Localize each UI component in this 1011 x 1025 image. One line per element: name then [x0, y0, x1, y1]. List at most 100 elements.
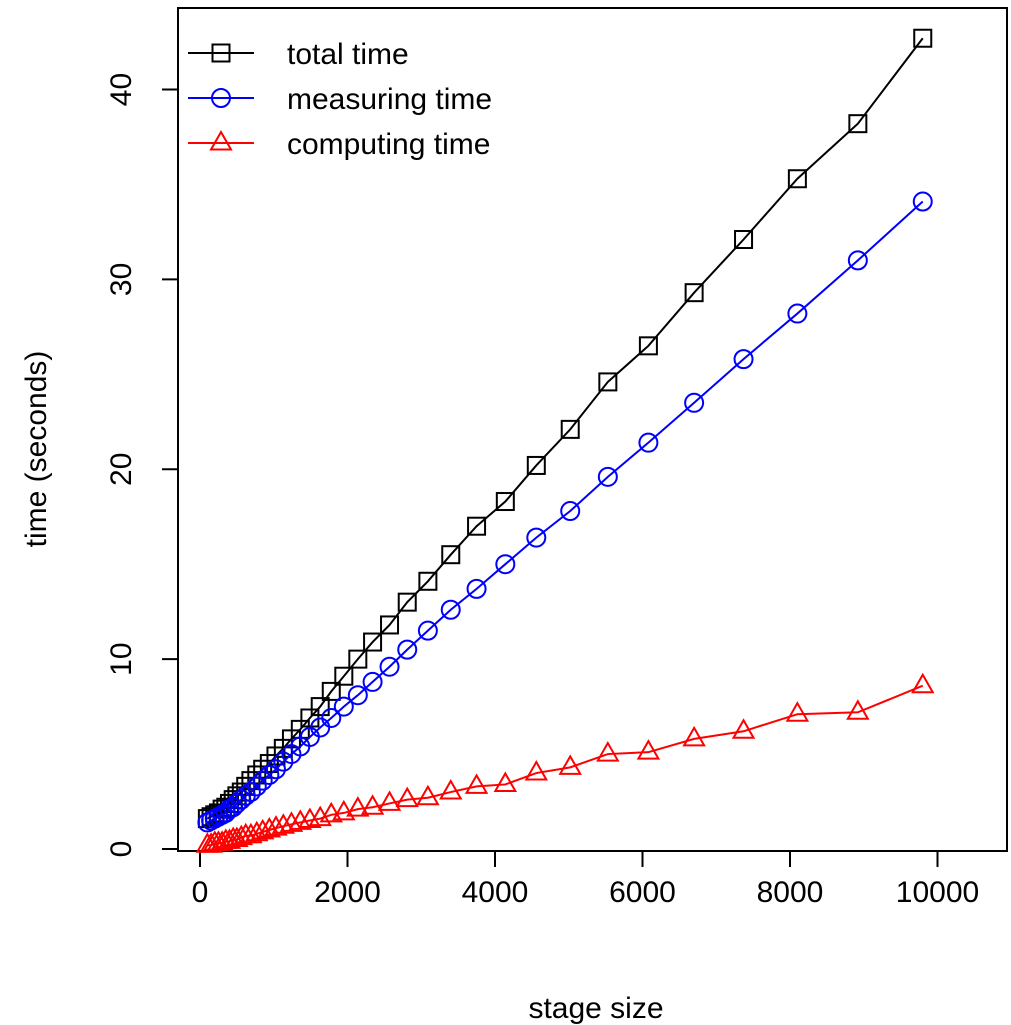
data-point-2-15 [264, 815, 288, 836]
data-point-1-24 [362, 671, 383, 692]
data-point-0-34 [638, 336, 658, 356]
data-point-2-35 [682, 725, 706, 747]
data-point-0-25 [380, 615, 400, 635]
data-point-1-38 [847, 250, 868, 271]
data-point-2-25 [377, 790, 402, 811]
y-tick-label-0: 0 [105, 841, 138, 858]
data-point-0-31 [526, 455, 546, 475]
data-point-2-16 [271, 813, 296, 834]
x-tick-label-0: 0 [192, 876, 209, 909]
data-point-0-37 [787, 169, 807, 189]
data-point-1-13 [252, 770, 273, 791]
data-point-1-33 [597, 466, 618, 487]
data-point-0-39 [913, 28, 933, 48]
data-point-1-32 [560, 501, 581, 522]
legend-label-0: total time [287, 38, 409, 71]
data-point-1-27 [417, 620, 438, 641]
data-point-0-26 [397, 592, 417, 612]
x-axis: 0 2000 4000 6000 8000 10000 [192, 850, 979, 909]
data-point-1-28 [440, 599, 461, 620]
data-point-2-34 [636, 739, 661, 760]
data-point-1-15 [265, 759, 286, 780]
data-point-2-30 [493, 771, 518, 792]
data-point-1-31 [526, 527, 547, 548]
data-point-2-27 [416, 784, 440, 806]
data-point-1-35 [684, 392, 705, 413]
x-tick-label-5: 10000 [896, 876, 979, 909]
data-point-2-23 [346, 796, 370, 817]
data-point-1-23 [347, 685, 368, 706]
data-point-0-21 [321, 681, 341, 701]
series-measuring-time [197, 191, 933, 833]
data-point-2-33 [596, 741, 620, 762]
data-point-0-12 [247, 765, 267, 785]
data-point-0-35 [684, 283, 704, 303]
data-point-0-24 [363, 632, 383, 652]
legend-item-2: computing time [188, 128, 490, 161]
x-tick-label-3: 6000 [609, 876, 676, 909]
data-point-2-8 [225, 826, 249, 848]
legend-marker-2 [209, 129, 233, 151]
data-point-1-12 [246, 776, 267, 797]
data-point-0-28 [441, 545, 461, 565]
data-point-1-14 [259, 764, 280, 785]
data-point-2-39 [911, 672, 935, 694]
data-point-0-38 [848, 114, 868, 134]
data-point-2-28 [439, 779, 463, 800]
data-point-1-30 [495, 554, 516, 575]
y-tick-label-4: 40 [105, 73, 138, 106]
y-tick-label-3: 30 [105, 263, 138, 296]
data-point-0-22 [334, 666, 354, 686]
data-point-0-33 [598, 372, 618, 392]
data-point-2-18 [288, 809, 313, 830]
data-point-0-20 [310, 697, 330, 717]
data-point-0-30 [495, 492, 515, 512]
data-point-2-9 [229, 824, 254, 846]
legend-marker-1 [211, 88, 231, 108]
data-point-1-11 [240, 782, 261, 803]
data-point-2-26 [395, 786, 419, 808]
legend-marker-0 [211, 43, 231, 63]
data-point-2-31 [524, 760, 549, 781]
data-point-1-29 [466, 578, 487, 599]
data-point-0-13 [253, 759, 273, 779]
legend-item-1: measuring time [188, 83, 492, 116]
x-tick-label-4: 8000 [757, 876, 824, 909]
data-point-0-32 [560, 419, 580, 439]
data-point-2-22 [332, 799, 356, 821]
data-point-1-39 [912, 191, 933, 212]
x-tick-label-1: 2000 [314, 876, 381, 909]
data-point-0-23 [348, 649, 368, 669]
y-axis-label: time (seconds) [20, 351, 53, 548]
data-point-0-36 [734, 230, 754, 250]
data-point-2-21 [319, 801, 343, 823]
legend-label-2: computing time [287, 128, 490, 161]
y-axis: 0 10 20 30 40 [105, 73, 179, 858]
data-point-1-25 [379, 656, 400, 677]
legend-label-1: measuring time [287, 83, 492, 116]
data-point-1-36 [733, 349, 754, 370]
y-tick-label-2: 20 [105, 453, 138, 486]
data-point-1-22 [333, 696, 354, 717]
data-point-1-26 [397, 639, 418, 660]
data-point-1-37 [787, 303, 808, 324]
data-point-2-37 [785, 701, 810, 722]
data-point-0-29 [467, 516, 487, 536]
y-tick-label-1: 10 [105, 642, 138, 675]
data-point-2-14 [257, 816, 282, 838]
data-point-2-32 [558, 754, 582, 775]
data-point-1-34 [638, 432, 659, 453]
x-tick-label-2: 4000 [462, 876, 529, 909]
data-point-2-29 [464, 773, 489, 794]
data-point-2-36 [731, 718, 756, 739]
data-point-2-38 [846, 699, 870, 720]
x-axis-label: stage size [528, 992, 663, 1025]
data-point-0-27 [418, 571, 438, 591]
series-computing-time [195, 672, 935, 853]
legend: total time measuring time computing time [188, 38, 492, 161]
series-layer [195, 28, 935, 853]
series-line-1 [206, 200, 924, 824]
data-point-1-21 [321, 707, 342, 728]
data-point-2-24 [360, 794, 385, 815]
